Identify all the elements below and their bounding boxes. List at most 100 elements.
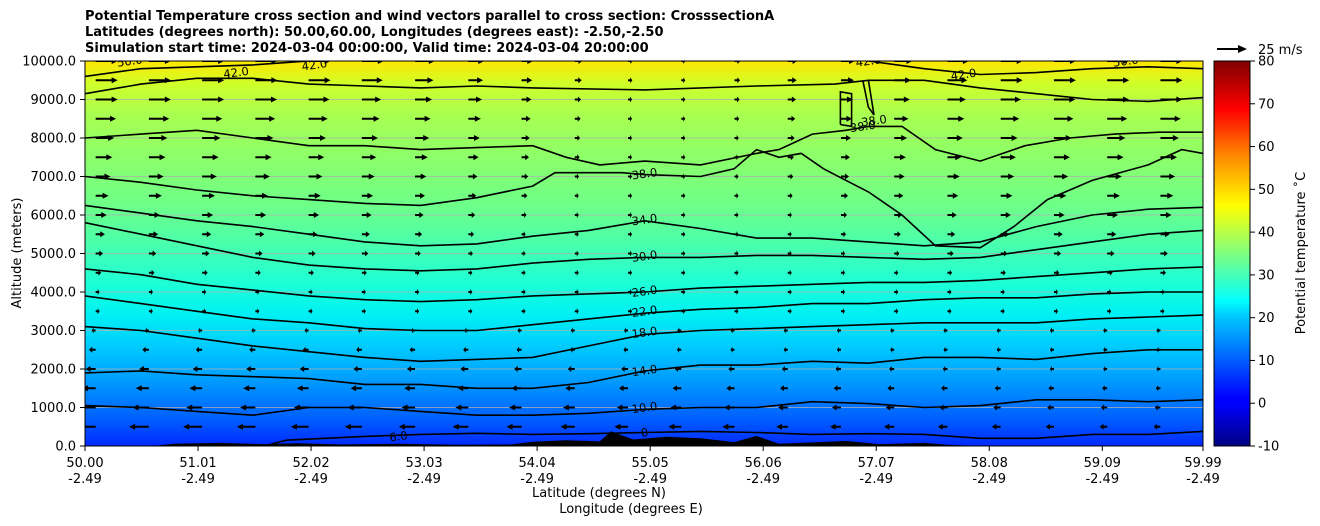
wind-vector-head bbox=[311, 269, 314, 276]
wind-vector-head bbox=[524, 192, 528, 199]
contour-label: 42.0 bbox=[222, 64, 249, 81]
wind-vector-head bbox=[842, 308, 845, 315]
wind-vector-head bbox=[186, 404, 193, 411]
wind-vector-head bbox=[849, 61, 856, 64]
y-axis-label: Altitude (meters) bbox=[10, 198, 25, 309]
wind-vector-head bbox=[100, 231, 105, 238]
wind-vector-head bbox=[427, 77, 434, 84]
wind-vector-head bbox=[1002, 308, 1005, 315]
colorbar-tick-label: 40 bbox=[1258, 226, 1275, 241]
wind-vector-head bbox=[257, 308, 260, 315]
wind-vector-head bbox=[614, 423, 621, 430]
contour-label: 30.0 bbox=[631, 247, 658, 264]
y-tick-label: 7000.0 bbox=[31, 170, 77, 185]
quiver-key-label: 25 m/s bbox=[1258, 43, 1303, 58]
contour-label: 38.0 bbox=[860, 112, 887, 129]
wind-vector-head bbox=[736, 115, 740, 122]
contour-label: 26.0 bbox=[631, 283, 658, 300]
terrain-silhouette bbox=[85, 431, 1203, 446]
wind-vector-head bbox=[683, 77, 686, 84]
wind-vector-head bbox=[1113, 192, 1120, 199]
wind-vector-head bbox=[942, 366, 946, 372]
wind-vector-head bbox=[953, 173, 960, 180]
wind-vector-head bbox=[790, 173, 794, 180]
wind-vector-head bbox=[155, 192, 162, 199]
wind-vector-head bbox=[365, 231, 370, 238]
wind-vector-head bbox=[846, 115, 853, 122]
wind-vector-head bbox=[630, 135, 633, 141]
x-tick-label-lon: -2.49 bbox=[294, 472, 328, 487]
wind-vector-head bbox=[314, 192, 321, 199]
wind-vector-head bbox=[204, 289, 207, 295]
wind-vector-head bbox=[1169, 173, 1176, 180]
y-tick-label: 1000.0 bbox=[31, 401, 77, 416]
wind-vector-head bbox=[216, 115, 223, 122]
wind-vector-head bbox=[1172, 135, 1179, 141]
x-tick-label-lon: -2.49 bbox=[407, 472, 441, 487]
wind-vector-head bbox=[736, 212, 739, 218]
wind-vector-head bbox=[898, 192, 904, 199]
contour-line bbox=[861, 61, 1203, 76]
wind-vector-head bbox=[576, 173, 580, 180]
wind-vector-head bbox=[97, 308, 100, 315]
wind-vector-head bbox=[576, 269, 579, 276]
wind-vector-head bbox=[1067, 115, 1074, 122]
wind-vector-head bbox=[1047, 404, 1051, 411]
x-axis-ticks: 50.00-2.4951.01-2.4952.02-2.4953.03-2.49… bbox=[66, 446, 1222, 487]
wind-vector-head bbox=[1057, 250, 1062, 257]
wind-vector-head bbox=[1049, 366, 1052, 372]
wind-vector-head bbox=[1059, 212, 1065, 218]
contour-line bbox=[85, 266, 1203, 303]
wind-vector-head bbox=[576, 231, 579, 238]
chart-title-line-3: Simulation start time: 2024-03-04 00:00:… bbox=[85, 41, 649, 56]
wind-vector-head bbox=[318, 154, 325, 161]
wind-vector-head bbox=[1153, 423, 1158, 430]
wind-vector-head bbox=[789, 212, 792, 218]
wind-vector-head bbox=[943, 346, 946, 353]
wind-vector-head bbox=[937, 423, 943, 430]
wind-vector-head bbox=[683, 212, 686, 218]
wind-vector-head bbox=[1058, 231, 1063, 238]
wind-vector-head bbox=[842, 289, 845, 295]
x-tick-label-lon: -2.49 bbox=[1085, 472, 1119, 487]
x-tick-label-lat: 55.05 bbox=[632, 456, 669, 471]
wind-vector-head bbox=[371, 135, 378, 141]
wind-vector-head bbox=[263, 173, 270, 180]
wind-vector-head bbox=[683, 96, 686, 103]
wind-vector-head bbox=[363, 308, 366, 315]
wind-vector-head bbox=[1045, 423, 1050, 430]
wind-vector-head bbox=[460, 366, 465, 372]
wind-vector-head bbox=[1009, 154, 1016, 161]
wind-vector-head bbox=[726, 385, 731, 392]
contour-line bbox=[263, 430, 1203, 446]
contour-label: 0 bbox=[640, 425, 649, 440]
y-tick-label: 2000.0 bbox=[31, 363, 77, 378]
wind-vector-head bbox=[1167, 192, 1174, 199]
wind-vector-head bbox=[736, 173, 739, 180]
wind-vector-head bbox=[1156, 327, 1159, 334]
contour-labels: 06.010.014.018.022.026.030.034.038.038.0… bbox=[116, 61, 1139, 445]
contour-line bbox=[85, 204, 1203, 247]
wind-vector-head bbox=[260, 212, 267, 218]
contour-line bbox=[85, 314, 1203, 363]
wind-vector-head bbox=[150, 308, 153, 315]
wind-vector-head bbox=[896, 289, 899, 295]
wind-vector-head bbox=[85, 385, 89, 392]
wind-vector-head bbox=[1165, 212, 1172, 218]
colorbar-tick-label: -10 bbox=[1258, 440, 1279, 455]
wind-vector-head bbox=[370, 154, 377, 161]
wind-vector-head bbox=[890, 346, 893, 353]
wind-vector-head bbox=[218, 96, 225, 103]
contour-label: 10.0 bbox=[631, 399, 658, 416]
wind-vector-head bbox=[576, 192, 579, 199]
wind-vector-head bbox=[683, 192, 686, 199]
wind-vector-head bbox=[527, 61, 534, 64]
wind-vector-head bbox=[404, 385, 410, 392]
wind-vector-head bbox=[962, 61, 969, 64]
wind-vector-head bbox=[304, 327, 307, 334]
wind-vector-head bbox=[996, 366, 999, 372]
wind-vector-head bbox=[1164, 250, 1168, 257]
wind-vector-head bbox=[398, 423, 405, 430]
colorbar-ticks: -10 0 10 20 30 40 50 60 70 80 bbox=[1250, 55, 1279, 455]
